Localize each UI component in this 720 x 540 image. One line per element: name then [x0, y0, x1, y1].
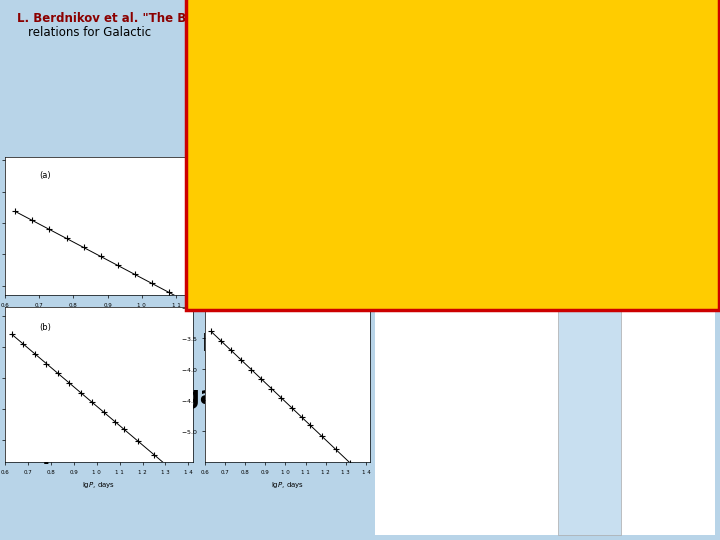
Text: (BVR$_C$RI$_C$IJHK) P-L: (BVR$_C$RI$_C$IJHK) P-L: [10, 330, 246, 358]
Text: relations for galactic: relations for galactic: [10, 385, 287, 409]
Text: Δ[Fe/H] / ΔR₉): Δ[Fe/H] / ΔR₉): [200, 252, 345, 271]
Text: $3.52$: $3.52$: [576, 494, 602, 506]
Text: $\langle M_V \rangle = -3.88 -$: $\langle M_V \rangle = -3.88 -$: [467, 255, 555, 269]
Text: $\langle M_K \rangle = -5.46 -$: $\langle M_K \rangle = -5.46 -$: [467, 493, 555, 507]
Point: [112, 261, 124, 270]
Point: [205, 327, 217, 336]
Point: [235, 356, 247, 364]
Text: $3.37$: $3.37$: [576, 426, 602, 438]
Text: $(\log P - 1),$: $(\log P - 1),$: [625, 255, 684, 269]
X-axis label: lg$P$, days: lg$P$, days: [82, 313, 116, 323]
Text: $(\log P - 1),$: $(\log P - 1),$: [625, 459, 684, 473]
Point: [177, 295, 189, 304]
Point: [9, 207, 21, 216]
Text: $(\log P - 1),$: $(\log P - 1),$: [625, 323, 684, 337]
Text: (b): (b): [39, 323, 50, 332]
Point: [163, 288, 175, 297]
Text: $(\log P - 1),$: $(\log P - 1),$: [625, 391, 684, 405]
Point: [178, 476, 189, 484]
Text: $3.07$: $3.07$: [576, 358, 602, 370]
Point: [95, 252, 107, 261]
Point: [164, 464, 176, 472]
Text: $\langle M_I \rangle = -4.78 -$: $\langle M_I \rangle = -4.78 -$: [471, 391, 555, 405]
Point: [17, 340, 29, 348]
Text: Metallicity differences have been: Metallicity differences have been: [200, 12, 554, 31]
Point: [286, 403, 297, 412]
X-axis label: lg$P$, days: lg$P$, days: [271, 480, 304, 490]
Text: $2.97$: $2.97$: [576, 290, 602, 302]
Point: [132, 437, 144, 445]
Text: $\langle M_{II} \rangle = -5.37 -$: $\langle M_{II} \rangle = -5.37 -$: [467, 459, 555, 473]
Point: [60, 234, 72, 243]
Text: the difference of the galactocentric: the difference of the galactocentric: [200, 132, 577, 151]
Point: [29, 349, 40, 358]
Point: [146, 279, 158, 288]
Point: [316, 432, 328, 441]
Point: [78, 243, 89, 252]
Text: Multicolor: Multicolor: [10, 275, 144, 299]
Point: [356, 470, 368, 478]
Text: $(\log P - 1),$: $(\log P - 1),$: [625, 289, 684, 303]
Text: L. Berdnikov et al. "The BVRIJHK period-luminosity: L. Berdnikov et al. "The BVRIJHK period-…: [17, 12, 353, 25]
Point: [40, 359, 52, 368]
Text: gradient across the galactic disk,: gradient across the galactic disk,: [200, 212, 553, 231]
Point: [75, 388, 86, 397]
Point: [86, 398, 98, 407]
Text: $(\log P - 1),$: $(\log P - 1),$: [625, 493, 684, 507]
Text: $2.87$: $2.87$: [576, 256, 602, 268]
Point: [27, 216, 38, 225]
Text: $\langle M_J \rangle = -5.06 -$: $\langle M_J \rangle = -5.06 -$: [469, 424, 555, 440]
Point: [6, 330, 17, 339]
Text: $\langle M_{R_c} \rangle = -4.27 -$: $\langle M_{R_c} \rangle = -4.27 -$: [464, 288, 555, 303]
Text: $(\log P - 1),$: $(\log P - 1),$: [625, 425, 684, 439]
Text: relations for Galactic: relations for Galactic: [28, 26, 152, 39]
Point: [215, 336, 227, 345]
Text: (a): (a): [39, 171, 50, 180]
Point: [304, 420, 315, 429]
Text: Cepheids: Cepheids: [10, 440, 132, 464]
Point: [225, 346, 237, 355]
Point: [98, 408, 109, 416]
Text: $3.52$: $3.52$: [576, 460, 602, 472]
Point: [109, 417, 121, 426]
Point: [296, 413, 307, 421]
Point: [44, 225, 55, 234]
Point: [119, 425, 130, 434]
Text: adding the term proportional to: adding the term proportional to: [200, 92, 538, 111]
Point: [330, 445, 341, 454]
Point: [52, 369, 63, 377]
Point: [63, 379, 75, 387]
Text: $3.13$: $3.13$: [576, 324, 602, 336]
Text: $\langle M_R \rangle = -4.45 -$: $\langle M_R \rangle = -4.45 -$: [467, 323, 555, 337]
X-axis label: lg$P$, days: lg$P$, days: [82, 480, 116, 490]
Point: [246, 365, 257, 374]
Point: [276, 394, 287, 402]
Point: [256, 375, 267, 383]
Text: $(\log P - 1),$: $(\log P - 1),$: [625, 357, 684, 371]
Text: distances (due to “mean” [Fe/H]: distances (due to “mean” [Fe/H]: [200, 172, 544, 191]
Text: $3.18$: $3.18$: [576, 392, 602, 404]
Point: [129, 270, 140, 279]
Point: [266, 384, 277, 393]
Text: $\langle M_{I_c} \rangle = -4.53 -$: $\langle M_{I_c} \rangle = -4.53 -$: [467, 356, 555, 372]
Point: [148, 450, 160, 459]
Point: [344, 458, 356, 467]
Text: taken into account empirically, by: taken into account empirically, by: [200, 52, 559, 71]
